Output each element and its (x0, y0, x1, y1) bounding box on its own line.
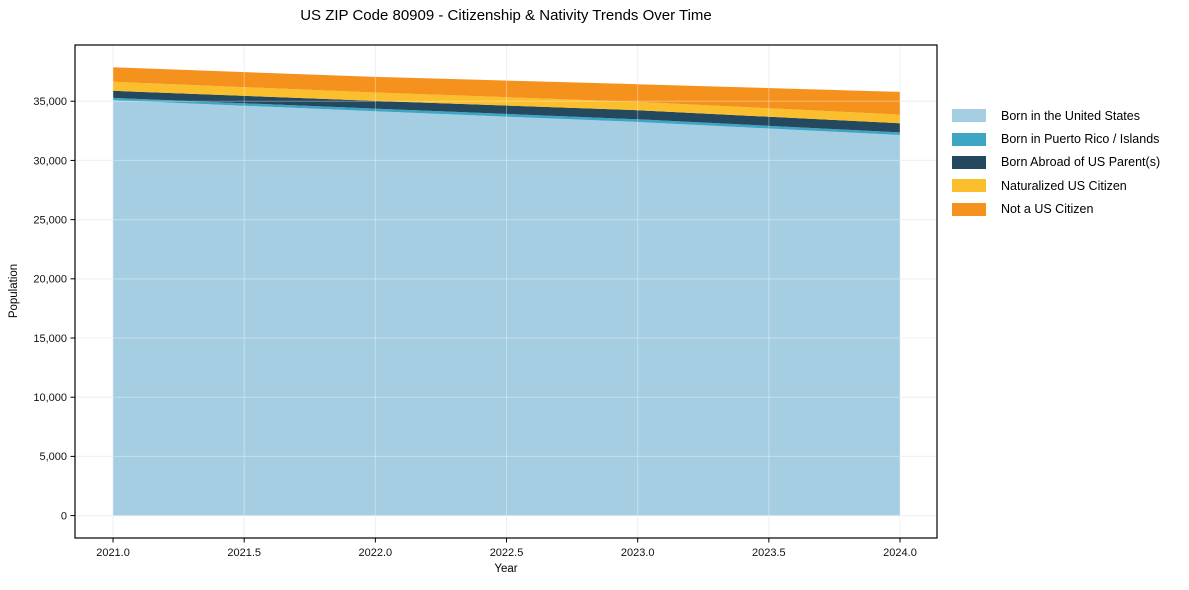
area-series-born-abroad-of-us-parent-s (113, 90, 900, 133)
x-tick-label: 2022.0 (359, 547, 393, 559)
legend-swatch (952, 155, 986, 169)
y-tick-label: 35,000 (33, 96, 67, 108)
y-axis-title: Population (8, 263, 20, 319)
legend-label: Born in Puerto Rico / Islands (1001, 132, 1160, 147)
legend-swatch (952, 132, 986, 146)
x-tick-label: 2021.0 (96, 547, 130, 559)
area-series-naturalized-us-citizen (113, 81, 900, 124)
legend-item-born-in-the-united-states: Born in the United States (952, 104, 1160, 127)
x-tick-label: 2023.5 (752, 547, 786, 559)
legend-label: Born in the United States (1001, 108, 1140, 123)
y-tick-label: 0 (61, 510, 67, 522)
chart-title: US ZIP Code 80909 - Citizenship & Nativi… (300, 7, 712, 24)
y-tick-label: 15,000 (33, 333, 67, 345)
legend-item-not-a-us-citizen: Not a US Citizen (952, 198, 1160, 221)
legend: Born in the United States Born in Puerto … (952, 104, 1160, 221)
x-tick-label: 2021.5 (227, 547, 261, 559)
area-series-born-in-the-united-states (113, 100, 900, 516)
x-axis-title: Year (494, 563, 518, 575)
legend-label: Born Abroad of US Parent(s) (1001, 155, 1161, 170)
legend-swatch (952, 109, 986, 123)
legend-item-born-in-puerto-rico-islands: Born in Puerto Rico / Islands (952, 127, 1160, 150)
x-tick-label: 2023.0 (621, 547, 655, 559)
y-tick-label: 25,000 (33, 214, 67, 226)
y-tick-label: 20,000 (33, 274, 67, 286)
plot-border (74, 44, 938, 539)
legend-swatch (952, 202, 986, 216)
legend-label: Not a US Citizen (1001, 202, 1094, 217)
x-tick-label: 2022.5 (490, 547, 524, 559)
x-tick-label: 2024.0 (883, 547, 917, 559)
legend-label: Naturalized US Citizen (1001, 178, 1127, 193)
y-tick-label: 10,000 (33, 392, 67, 404)
y-tick-label: 5,000 (39, 451, 67, 463)
area-series-not-a-us-citizen (113, 67, 900, 115)
area-series-born-in-puerto-rico-islands (113, 97, 900, 135)
y-tick-label: 30,000 (33, 155, 67, 167)
legend-swatch (952, 179, 986, 193)
legend-item-born-abroad-of-us-parent-s: Born Abroad of US Parent(s) (952, 151, 1160, 174)
legend-item-naturalized-us-citizen: Naturalized US Citizen (952, 174, 1160, 197)
